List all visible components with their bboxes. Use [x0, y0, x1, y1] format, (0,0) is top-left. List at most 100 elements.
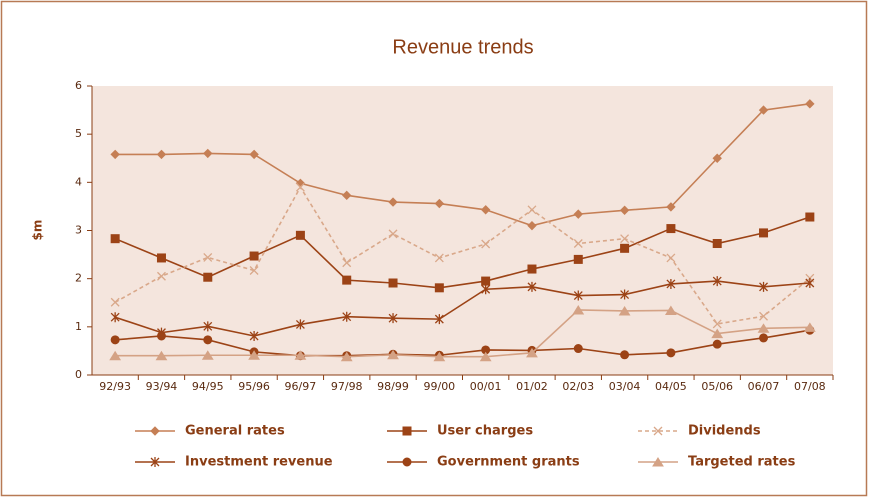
marker: [620, 234, 630, 244]
marker: [481, 239, 491, 249]
x-tick-label: 92/93: [99, 380, 131, 393]
marker: [803, 322, 816, 332]
x-tick-label: 97/98: [331, 380, 363, 393]
marker: [573, 290, 583, 301]
legend-label: Investment revenue: [185, 455, 333, 470]
marker: [712, 339, 722, 349]
marker: [805, 212, 815, 222]
series-line: [115, 103, 810, 227]
marker: [479, 351, 492, 362]
marker: [249, 266, 259, 275]
marker: [110, 335, 120, 345]
marker: [712, 239, 722, 249]
marker: [573, 209, 583, 219]
marker: [652, 457, 664, 467]
x-tick-label: 96/97: [285, 380, 317, 393]
marker: [157, 271, 166, 281]
marker: [201, 350, 214, 360]
marker: [433, 351, 446, 362]
marker: [434, 253, 444, 263]
x-tick-label: 00/01: [470, 380, 502, 393]
marker: [150, 457, 160, 467]
marker: [248, 350, 260, 360]
marker: [340, 351, 353, 362]
y-tick-label: 4: [75, 175, 82, 188]
x-tick-label: 06/07: [748, 380, 780, 393]
marker: [666, 202, 676, 212]
marker: [155, 350, 168, 361]
x-tick-label: 95/96: [238, 380, 270, 393]
marker: [758, 105, 769, 115]
marker: [109, 350, 122, 361]
marker: [480, 205, 491, 215]
x-tick-label: 07/08: [794, 380, 826, 393]
marker: [666, 224, 676, 234]
marker: [156, 253, 166, 263]
marker: [573, 239, 583, 248]
marker: [342, 275, 352, 285]
marker: [156, 149, 167, 160]
marker: [156, 331, 166, 341]
marker: [249, 330, 259, 341]
marker: [434, 198, 445, 209]
series-line: [115, 329, 810, 357]
marker: [572, 305, 585, 315]
marker: [342, 311, 352, 322]
marker: [573, 344, 583, 354]
plot-area: [92, 86, 833, 375]
legend-label: User charges: [437, 424, 533, 439]
marker: [711, 328, 724, 339]
marker: [527, 205, 537, 215]
marker: [434, 283, 444, 293]
marker: [620, 289, 630, 300]
y-tick-label: 5: [75, 127, 82, 140]
marker: [295, 182, 305, 192]
series-line: [114, 216, 811, 289]
x-tick-label: 98/99: [377, 380, 409, 393]
marker: [712, 319, 722, 329]
x-tick-label: 99/00: [423, 380, 455, 393]
series-line: [114, 280, 810, 337]
legend-label: Targeted rates: [688, 455, 796, 470]
marker: [387, 349, 399, 360]
marker: [388, 197, 398, 207]
marker: [527, 281, 537, 292]
marker: [388, 313, 398, 324]
y-tick-label: 0: [75, 368, 82, 381]
marker: [759, 228, 769, 238]
marker: [203, 272, 213, 282]
marker: [342, 190, 352, 201]
x-tick-label: 03/04: [609, 380, 641, 393]
y-tick-label: 2: [75, 272, 82, 285]
marker: [620, 350, 630, 360]
marker: [481, 276, 491, 286]
y-axis-label: $m: [31, 220, 45, 241]
marker: [249, 251, 259, 261]
marker: [666, 278, 676, 289]
marker: [203, 253, 213, 262]
marker: [110, 312, 120, 323]
x-tick-label: 02/03: [562, 380, 594, 393]
legend-label: Dividends: [688, 424, 761, 439]
marker: [294, 350, 307, 360]
marker: [805, 278, 815, 289]
marker: [402, 457, 412, 467]
marker: [342, 258, 352, 268]
marker: [573, 254, 583, 264]
x-tick-label: 94/95: [192, 380, 224, 393]
marker: [110, 297, 120, 307]
marker: [249, 149, 259, 160]
marker: [150, 426, 160, 436]
marker: [666, 348, 676, 358]
marker: [620, 243, 630, 253]
x-tick-label: 05/06: [701, 380, 733, 393]
legend-label: Government grants: [437, 455, 580, 470]
marker: [665, 305, 677, 315]
x-tick-label: 04/05: [655, 380, 687, 393]
marker: [666, 253, 676, 263]
marker: [203, 148, 213, 159]
y-tick-label: 3: [75, 224, 82, 237]
marker: [712, 153, 722, 163]
marker: [759, 311, 768, 321]
